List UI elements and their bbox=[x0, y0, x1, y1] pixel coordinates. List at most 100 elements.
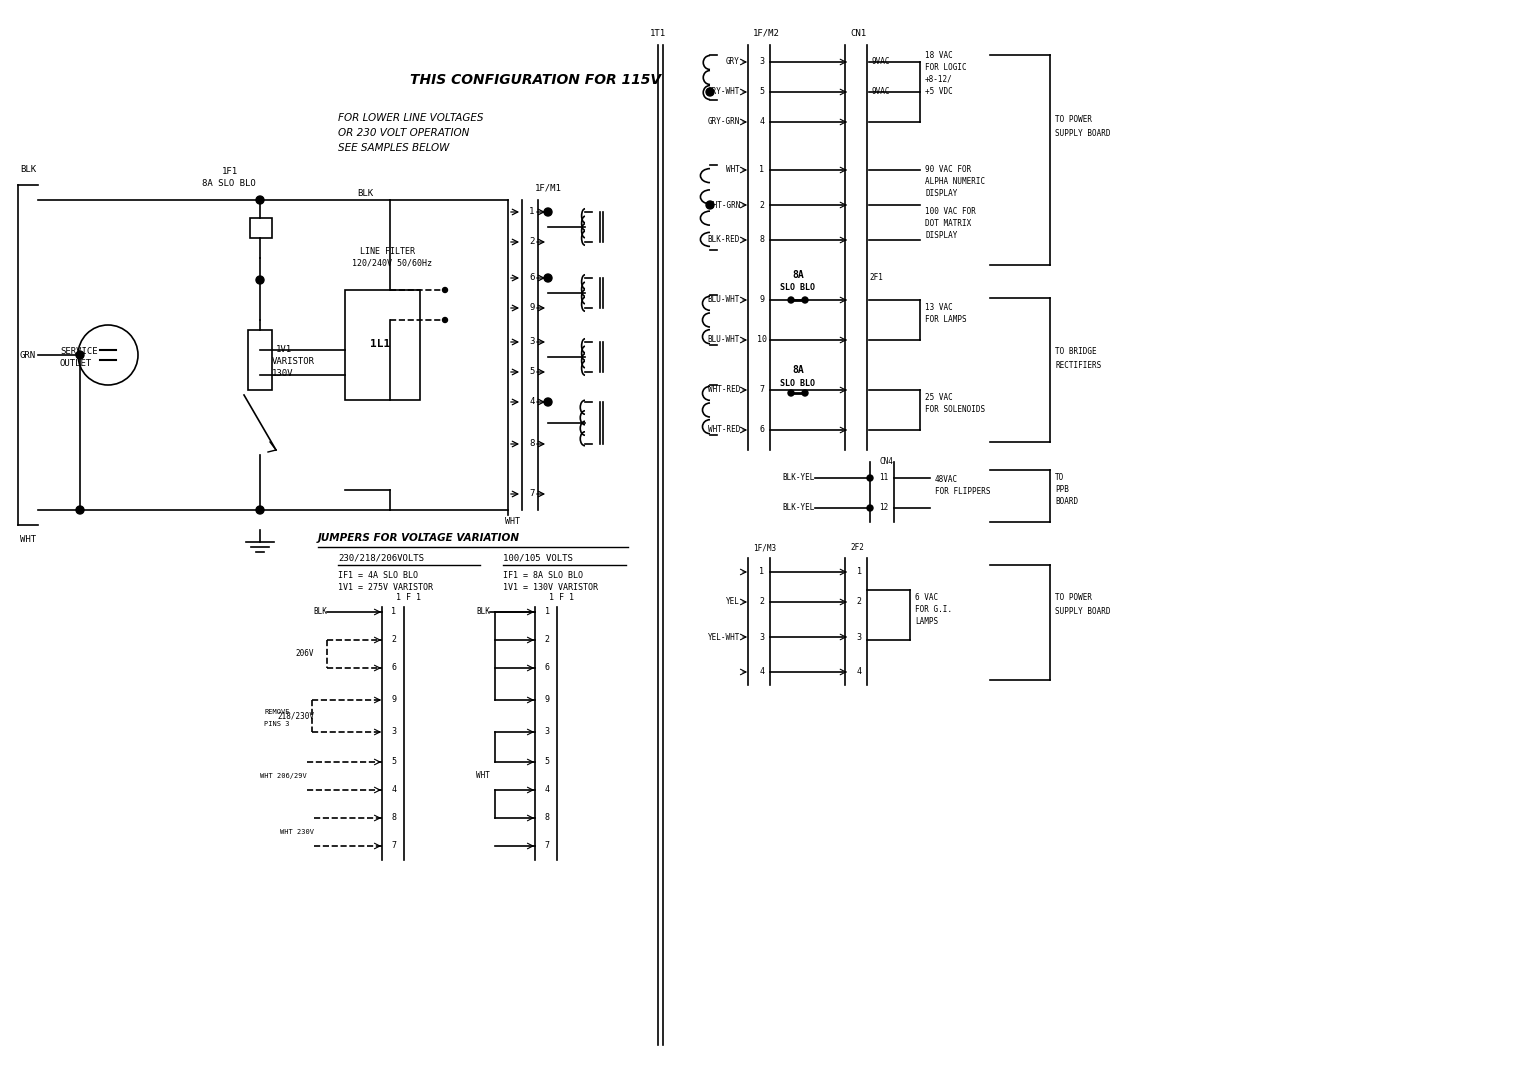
Text: 3: 3 bbox=[392, 728, 396, 736]
Text: 206V: 206V bbox=[295, 649, 313, 659]
Text: 25 VAC: 25 VAC bbox=[925, 393, 952, 402]
Text: WHT: WHT bbox=[505, 517, 521, 527]
Text: 8: 8 bbox=[392, 814, 396, 822]
Text: 100/105 VOLTS: 100/105 VOLTS bbox=[502, 554, 573, 562]
Text: BLU-WHT: BLU-WHT bbox=[708, 335, 740, 344]
Text: 7: 7 bbox=[392, 842, 396, 850]
Text: 1F/M1: 1F/M1 bbox=[535, 184, 562, 192]
Text: PPB: PPB bbox=[1055, 486, 1069, 495]
Text: 218/230V: 218/230V bbox=[276, 712, 313, 720]
Text: WHT 206/29V: WHT 206/29V bbox=[260, 773, 307, 779]
Text: 3: 3 bbox=[759, 57, 765, 67]
Text: 1: 1 bbox=[530, 207, 535, 216]
Text: ALPHA NUMERIC: ALPHA NUMERIC bbox=[925, 177, 985, 186]
Text: TO POWER: TO POWER bbox=[1055, 593, 1092, 602]
Text: SLO BLO: SLO BLO bbox=[780, 284, 816, 292]
Circle shape bbox=[442, 317, 447, 322]
Text: RECTIFIERS: RECTIFIERS bbox=[1055, 360, 1101, 370]
Text: 2F1: 2F1 bbox=[869, 273, 883, 283]
Text: 1V1 = 275V VARISTOR: 1V1 = 275V VARISTOR bbox=[338, 583, 433, 591]
Text: 48VAC: 48VAC bbox=[935, 475, 958, 485]
Text: 9: 9 bbox=[544, 696, 550, 704]
Text: WHT: WHT bbox=[476, 772, 490, 780]
Text: 2: 2 bbox=[759, 201, 765, 210]
Text: 5: 5 bbox=[530, 368, 535, 376]
Text: WHT-RED: WHT-RED bbox=[708, 386, 740, 395]
Text: 8A: 8A bbox=[793, 270, 803, 280]
Text: DOT MATRIX: DOT MATRIX bbox=[925, 219, 971, 229]
Circle shape bbox=[75, 506, 84, 514]
Text: BLK-YEL: BLK-YEL bbox=[783, 473, 816, 483]
Text: +5 VDC: +5 VDC bbox=[925, 86, 952, 96]
Text: 130V: 130V bbox=[272, 370, 293, 378]
Text: 3: 3 bbox=[544, 728, 550, 736]
Circle shape bbox=[544, 207, 551, 216]
Circle shape bbox=[866, 505, 872, 511]
Text: SERVICE: SERVICE bbox=[60, 347, 98, 357]
Text: 4: 4 bbox=[759, 668, 765, 676]
Text: 18 VAC: 18 VAC bbox=[925, 51, 952, 59]
Text: THIS CONFIGURATION FOR 115V: THIS CONFIGURATION FOR 115V bbox=[410, 73, 660, 87]
Circle shape bbox=[78, 325, 138, 385]
Text: LAMPS: LAMPS bbox=[915, 617, 938, 627]
Text: 8A SLO BLO: 8A SLO BLO bbox=[203, 178, 257, 187]
Circle shape bbox=[866, 475, 872, 481]
Text: BLK-RED: BLK-RED bbox=[708, 235, 740, 244]
Text: BLK-YEL: BLK-YEL bbox=[783, 503, 816, 513]
Text: 6: 6 bbox=[544, 663, 550, 673]
Text: 10: 10 bbox=[757, 335, 766, 344]
Text: BLK: BLK bbox=[313, 607, 327, 616]
Circle shape bbox=[707, 201, 714, 209]
Text: 9VAC: 9VAC bbox=[871, 57, 889, 67]
Text: 8: 8 bbox=[530, 440, 535, 448]
Text: YEL-WHT: YEL-WHT bbox=[708, 632, 740, 642]
Text: SUPPLY BOARD: SUPPLY BOARD bbox=[1055, 607, 1111, 616]
Text: 2: 2 bbox=[759, 598, 765, 606]
Text: 1: 1 bbox=[759, 568, 765, 576]
Text: 8: 8 bbox=[544, 814, 550, 822]
Text: 11: 11 bbox=[880, 473, 889, 483]
Text: BLK: BLK bbox=[20, 166, 37, 174]
Text: 2: 2 bbox=[544, 635, 550, 645]
Text: BLK: BLK bbox=[356, 188, 373, 198]
Text: 1F/M2: 1F/M2 bbox=[753, 29, 780, 38]
Text: 7: 7 bbox=[530, 489, 535, 499]
Text: 4: 4 bbox=[544, 786, 550, 794]
Text: OUTLET: OUTLET bbox=[60, 358, 92, 368]
Text: 13 VAC: 13 VAC bbox=[925, 303, 952, 313]
Circle shape bbox=[257, 276, 264, 284]
Text: 4: 4 bbox=[392, 786, 396, 794]
Text: YEL: YEL bbox=[727, 598, 740, 606]
Text: LINE FILTER: LINE FILTER bbox=[359, 247, 415, 257]
Circle shape bbox=[802, 390, 808, 396]
Text: GRY-GRN: GRY-GRN bbox=[708, 117, 740, 127]
Text: 1: 1 bbox=[392, 607, 396, 616]
Text: FOR SOLENOIDS: FOR SOLENOIDS bbox=[925, 405, 985, 415]
Text: 100 VAC FOR: 100 VAC FOR bbox=[925, 207, 975, 216]
Bar bbox=[247, 330, 272, 390]
Circle shape bbox=[257, 506, 264, 514]
Text: 6: 6 bbox=[759, 426, 765, 434]
Text: SUPPLY BOARD: SUPPLY BOARD bbox=[1055, 129, 1111, 138]
Text: 1T1: 1T1 bbox=[650, 29, 667, 38]
Text: 4: 4 bbox=[857, 668, 862, 676]
Text: 8A: 8A bbox=[793, 366, 803, 375]
Text: 9: 9 bbox=[759, 296, 765, 304]
Text: 6: 6 bbox=[530, 273, 535, 283]
Text: FOR LAMPS: FOR LAMPS bbox=[925, 315, 966, 325]
Text: IF1 = 4A SLO BLO: IF1 = 4A SLO BLO bbox=[338, 571, 418, 579]
Text: BOARD: BOARD bbox=[1055, 498, 1078, 506]
Text: WHT: WHT bbox=[20, 535, 37, 545]
Bar bbox=[250, 218, 272, 238]
Circle shape bbox=[788, 297, 794, 303]
Text: FOR LOWER LINE VOLTAGES: FOR LOWER LINE VOLTAGES bbox=[338, 113, 484, 123]
Text: 4: 4 bbox=[530, 398, 535, 406]
Text: 9: 9 bbox=[530, 303, 535, 313]
Text: 9: 9 bbox=[392, 696, 396, 704]
Text: 7: 7 bbox=[759, 386, 765, 395]
Text: 1V1: 1V1 bbox=[276, 345, 292, 355]
Text: 1: 1 bbox=[857, 568, 862, 576]
Text: 6: 6 bbox=[392, 663, 396, 673]
Text: IF1 = 8A SLO BLO: IF1 = 8A SLO BLO bbox=[502, 571, 584, 579]
Text: WHT-RED: WHT-RED bbox=[708, 426, 740, 434]
